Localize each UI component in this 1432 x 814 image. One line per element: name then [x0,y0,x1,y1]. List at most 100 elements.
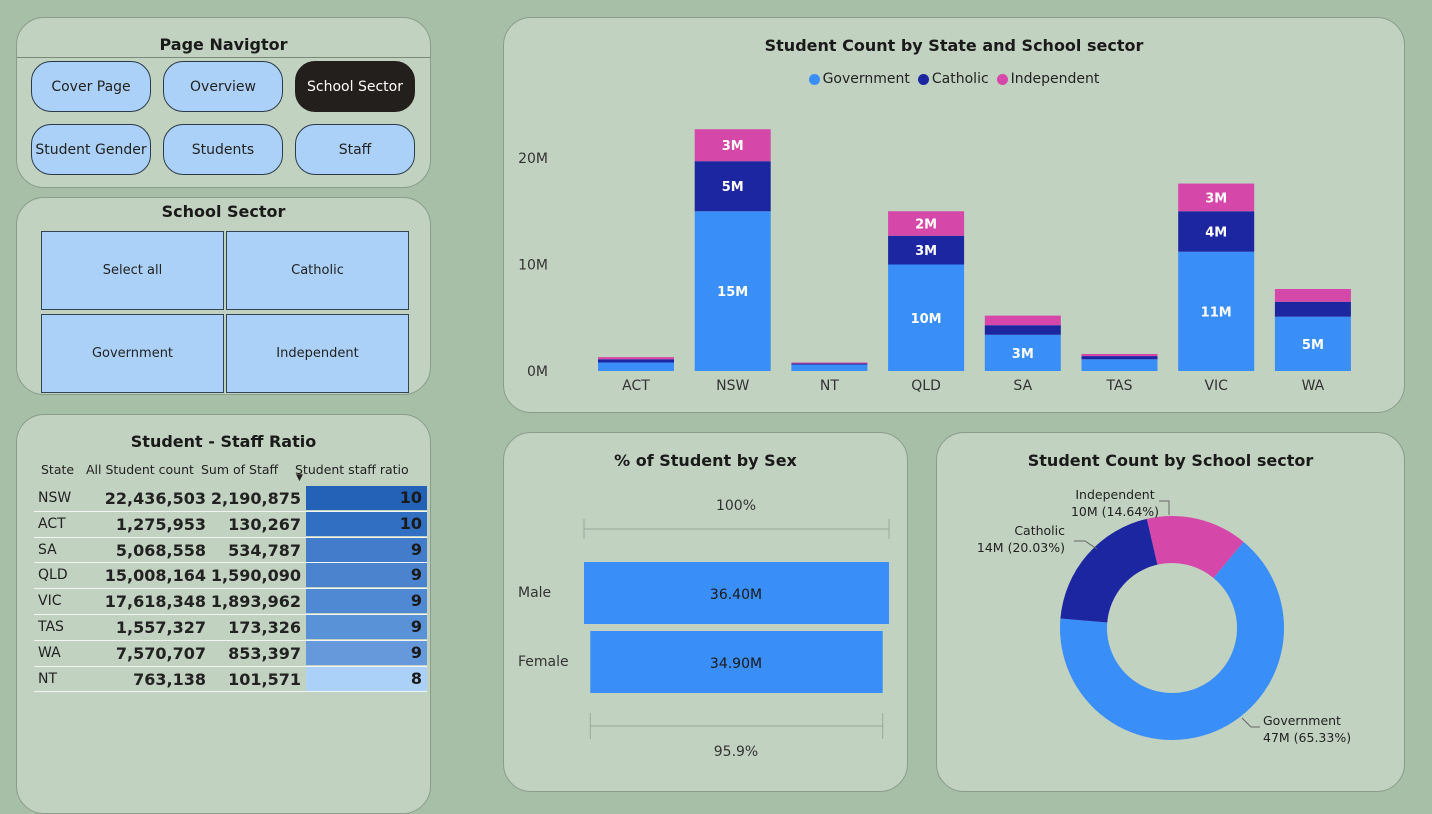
bar-independent-act[interactable] [598,357,674,360]
table-row[interactable]: NSW 22,436,503 2,190,875 10 [34,486,427,512]
cell-student-count: 1,557,327 [115,617,206,637]
bar-catholic-act[interactable] [598,359,674,363]
x-tick-label: WA [1302,378,1325,394]
nav-student-gender-button[interactable]: Student Gender [31,124,151,175]
bar-independent-nt[interactable] [791,362,868,364]
cell-staff: 534,787 [228,540,301,560]
sex-bar-value-label: 36.40M [710,587,762,603]
bar-government-vic[interactable] [1178,251,1255,371]
donut-leader-line [1159,500,1170,515]
bar-catholic-nsw[interactable] [694,161,771,212]
slicer-catholic-option[interactable]: Catholic [226,231,409,310]
cell-ratio: 9 [306,640,427,665]
cell-ratio: 10 [306,511,427,536]
legend-catholic[interactable]: Catholic [917,71,989,87]
bar-independent-tas[interactable] [1081,353,1158,357]
x-tick-label: ACT [622,378,650,394]
bar-data-label: 2M [915,217,937,232]
donut-slice-name-label: Catholic [1014,523,1065,538]
y-tick-label: 0M [527,364,548,380]
sex-bar-female[interactable] [590,631,883,693]
cell-state: SA [38,541,57,558]
bar-catholic-nt[interactable] [791,363,868,365]
slicer-government-option[interactable]: Government [41,314,224,393]
y-tick-label: 20M [518,151,548,167]
bar-catholic-wa[interactable] [1274,301,1351,317]
legend-government-swatch [808,73,820,85]
bar-catholic-sa[interactable] [984,325,1061,335]
student-staff-ratio-panel: Student - Staff Ratio State All Student … [16,414,431,814]
bar-independent-wa[interactable] [1274,288,1351,302]
donut-slice-value-label: 14M (20.03%) [977,540,1065,555]
bar-independent-sa[interactable] [984,315,1061,326]
bar-government-nsw[interactable] [694,211,771,371]
cell-state: QLD [38,567,68,584]
bar-government-sa[interactable] [984,334,1061,371]
bar-independent-vic[interactable] [1178,183,1255,212]
donut-slice-name-label: Independent [1075,487,1154,502]
cell-student-count: 5,068,558 [115,540,206,560]
donut-chart: Independent 10M (14.64%) Catholic 14M (20.0… [977,487,1351,745]
x-tick-label: NSW [716,378,749,394]
donut-slice-independent[interactable] [1146,516,1244,578]
cell-student-count: 22,436,503 [104,489,206,508]
donut-chart-title: Student Count by School sector [1027,451,1314,470]
col-header-student-count[interactable]: All Student count [86,462,194,477]
col-header-state[interactable]: State [41,462,75,477]
nav-students-button[interactable]: Students [163,124,283,175]
bar-catholic-qld[interactable] [888,235,965,265]
table-row[interactable]: WA 7,570,707 853,397 9 [34,640,427,667]
slicer-independent-option[interactable]: Independent [226,314,409,393]
bar-government-tas[interactable] [1081,359,1158,371]
nav-school-sector-button[interactable]: School Sector [295,61,415,112]
cell-ratio: 9 [306,589,427,614]
nav-overview-button[interactable]: Overview [163,61,283,112]
col-header-ratio[interactable]: Student staff ratio [295,462,409,477]
bar-independent-qld[interactable] [888,211,965,236]
table-row[interactable]: ACT 1,275,953 130,267 10 [34,511,427,538]
table-row[interactable]: VIC 17,618,348 1,893,962 9 [34,589,427,615]
bar-catholic-vic[interactable] [1178,211,1255,252]
donut-slice-value-label: 47M (65.33%) [1263,730,1351,745]
nav-staff-button[interactable]: Staff [295,124,415,175]
sex-bar-male[interactable] [584,562,889,624]
bar-government-qld[interactable] [888,264,965,372]
cell-staff: 1,590,090 [210,566,301,586]
cell-ratio: 9 [306,537,427,562]
cell-state: NT [38,670,58,687]
bar-government-wa[interactable] [1274,316,1351,371]
sex-category-label: Female [518,654,569,670]
bar-data-label: 11M [1201,305,1232,320]
bar-government-nt[interactable] [791,364,868,371]
cell-staff: 130,267 [228,514,301,534]
bar-data-label: 3M [722,139,744,154]
table-row[interactable]: NT 763,138 101,571 8 [34,666,427,693]
donut-slice-name-label: Government [1263,713,1341,728]
bar-data-label: 3M [1205,191,1227,206]
donut-leader-line [1241,717,1260,728]
legend-government[interactable]: Government [808,71,910,87]
bar-independent-nsw[interactable] [694,129,771,162]
x-tick-label: TAS [1106,378,1133,394]
bar-data-label: 5M [1302,338,1324,353]
col-header-staff[interactable]: Sum of Staff [201,462,279,477]
school-sector-slicer-panel: School Sector Select all Catholic Govern… [16,197,431,395]
bar-data-label: 4M [1205,225,1227,240]
bar-catholic-tas[interactable] [1081,356,1158,360]
bar-government-act[interactable] [598,362,674,371]
ratio-table-title: Student - Staff Ratio [130,432,317,451]
nav-cover-page-button[interactable]: Cover Page [31,61,151,112]
table-row[interactable]: QLD 15,008,164 1,590,090 9 [34,563,427,590]
slicer-select-all-option[interactable]: Select all [41,231,224,310]
cell-state: VIC [38,593,62,610]
sex-bar-value-label: 34.90M [710,656,762,672]
donut-slice-catholic[interactable] [1060,518,1158,623]
donut-slice-government[interactable] [1060,541,1284,740]
cell-staff: 853,397 [228,643,301,663]
legend-independent[interactable]: Independent [996,71,1099,87]
cell-student-count: 17,618,348 [104,592,206,612]
donut-leader-line [1074,540,1098,550]
table-row[interactable]: SA 5,068,558 534,787 9 [34,537,427,564]
bar-data-label: 5M [722,180,744,195]
table-row[interactable]: TAS 1,557,327 173,326 9 [34,614,427,641]
